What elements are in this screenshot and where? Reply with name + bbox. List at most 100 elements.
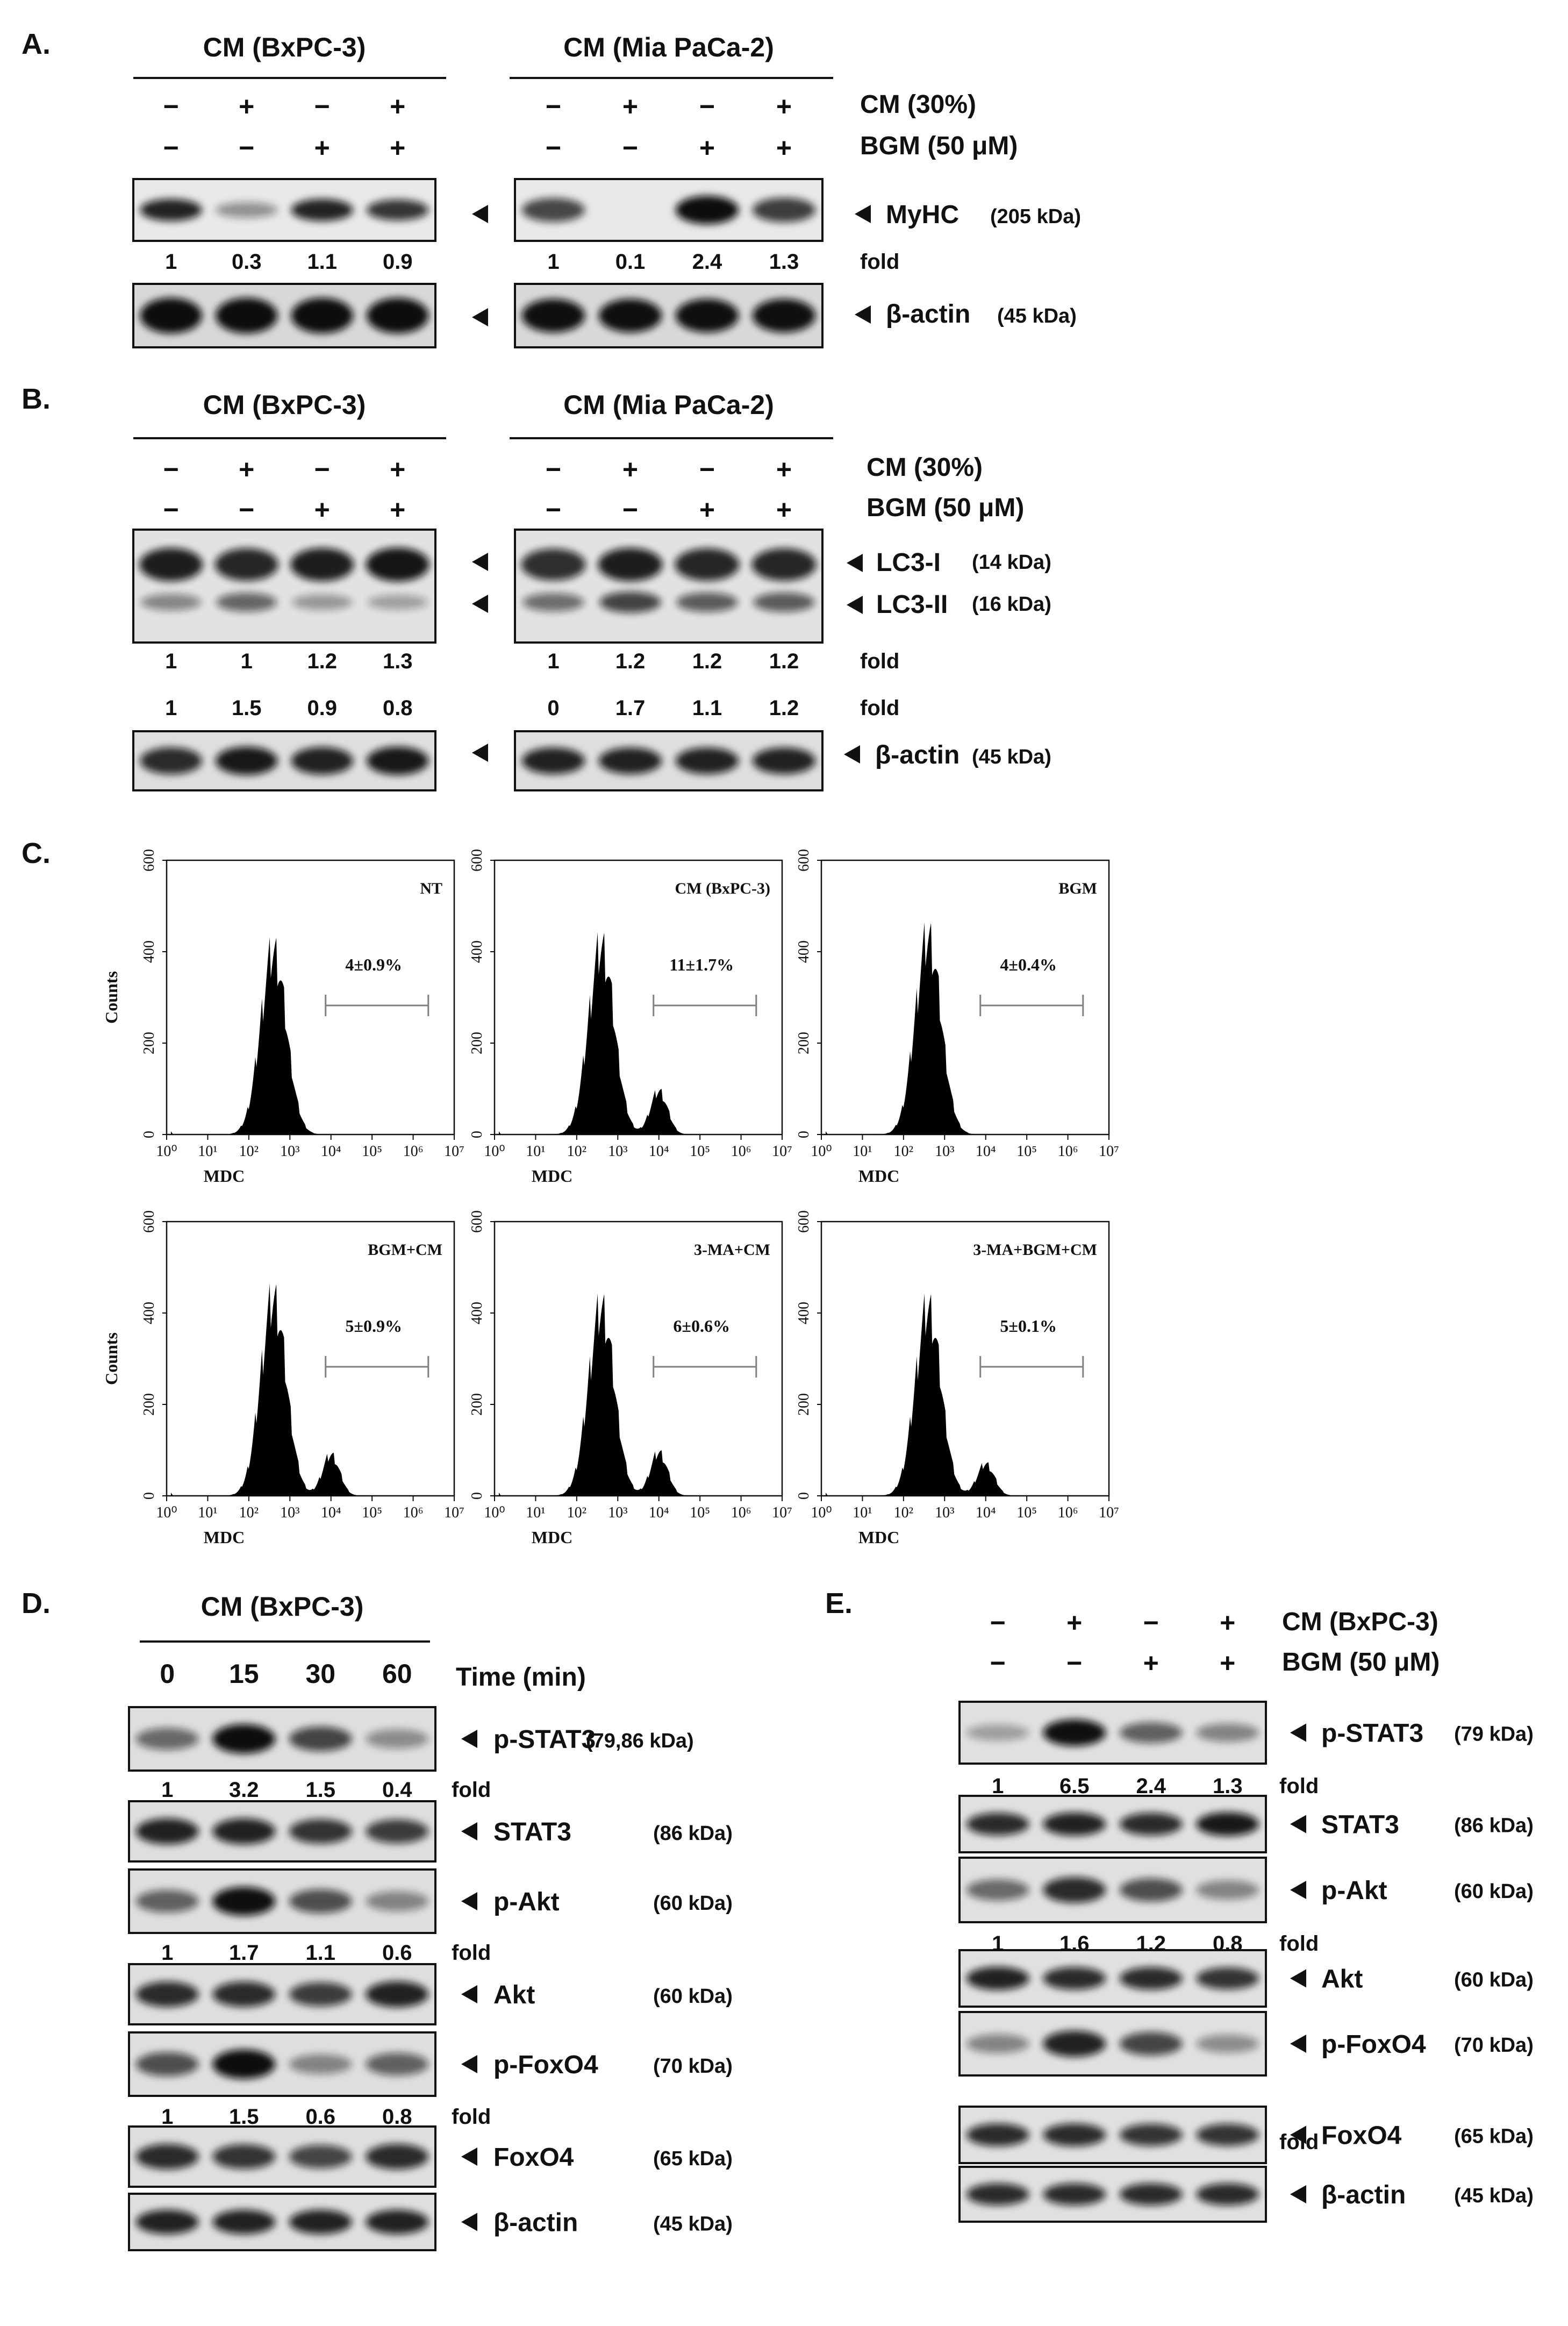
x-axis-label: MDC [204,1166,245,1186]
x-axis-label: MDC [532,1166,572,1186]
panel-b-sign: + [314,495,330,525]
panel-e-arrow [1290,1969,1306,1988]
panel-e-blot-akt-band [966,1966,1029,1990]
x-tick-label: 10⁷ [444,1143,464,1160]
panel-d-blot-p-akt-band [135,1889,199,1913]
panel-a-fold-value: 0.3 [232,250,262,274]
x-tick-label: 10² [894,1143,913,1160]
panel-b-sign: − [314,454,330,484]
y-tick-label: 0 [796,1131,812,1138]
panel-a-sign: + [239,91,254,122]
panel-a-actin-blot-right-band [521,298,585,333]
panel-e-blot-p-stat3 [958,1701,1267,1765]
x-axis-label: MDC [858,1528,899,1547]
panel-d-fold-value: 1.5 [229,2105,259,2129]
x-tick-label: 10⁴ [649,1504,669,1521]
panel-d-arrow [461,1730,477,1748]
x-tick-label: 10⁷ [772,1504,792,1521]
panel-d-arrow [461,1822,477,1840]
x-tick-label: 10⁶ [731,1143,751,1160]
panel-e-blot-p-foxo4 [958,2011,1267,2077]
panel-b-protein-actin: β-actin [875,741,960,769]
panel-d-blot-p-stat3-band [135,1728,199,1750]
panel-a-sign: + [622,91,638,122]
x-tick-label: 10⁷ [1099,1143,1119,1160]
panel-c-label: C. [22,837,51,869]
panel-b-arrow-lc3ii-right [847,596,863,614]
panel-e-arrow [1290,2035,1306,2053]
panel-b-fold-value: 1.2 [769,650,799,673]
panel-d-blot-p-foxo4 [128,2031,436,2097]
panel-e-blot-p-akt-band [1119,1878,1183,1902]
panel-a-myhc-blot-left-band [216,202,278,218]
panel-a-condition-label: BGM (50 μM) [860,132,1018,160]
panel-b-sign: − [163,454,179,484]
x-tick-label: 10⁶ [731,1504,751,1521]
panel-e-kda: (86 kDa) [1454,1815,1534,1837]
panel-e-protein: p-FoxO4 [1321,2030,1426,2059]
panel-e-fold-value: 1.3 [1213,1774,1243,1798]
y-tick-label: 200 [469,1393,485,1416]
panel-a-sign: − [622,133,638,163]
panel-d-arrow [461,2055,477,2073]
panel-d-blot-p-foxo4-band [289,2054,352,2074]
panel-e-arrow [1290,1881,1306,1899]
panel-a-sign: − [546,91,561,122]
histogram-plot: 0 200 400 600 10⁰ 10¹ 10² 10³ 10⁴ 10⁵ 10⁶ 10⁷ MDC 3-M… [469,1210,792,1547]
panel-b-sign: + [390,495,405,525]
panel-e-blot-p-akt-band [1043,1877,1106,1903]
panel-d-fold-value: 1.7 [229,1941,259,1965]
histogram-frame [493,1221,783,1497]
panel-b-sign: + [699,495,715,525]
panel-b-group-right: CM (Mia PaCa-2) [563,390,774,420]
panel-a-sign: + [390,91,405,122]
histogram-title: 3-MA+CM [694,1241,770,1259]
y-tick-label: 0 [469,1131,485,1138]
panel-e-sign: + [1066,1608,1082,1638]
panel-a-actin-blot-right-band [752,298,816,333]
panel-a-actin-blot-left [132,283,436,348]
panel-e-arrow [1290,2185,1306,2203]
panel-e-blot-stat3-band [1043,1812,1106,1836]
panel-d-blot-stat3-band [366,1819,429,1844]
panel-e-kda: (60 kDa) [1454,1969,1534,1992]
panel-b-lc3i-band [214,548,278,581]
y-tick-label: 400 [141,1302,157,1324]
panel-e-condition-label: CM (BxPC-3) [1282,1608,1438,1636]
panel-b-sign: − [699,454,715,484]
x-tick-label: 10⁰ [484,1143,505,1160]
x-tick-label: 10² [239,1504,259,1521]
histogram-gate-percent: 11±1.7% [669,955,734,974]
panel-b-arrow-actin [472,744,488,762]
histogram-plot: 0 200 400 600 Counts 10⁰ 10¹ 10² 10³ 10⁴ 10⁵ 10⁶ 10⁷… [102,849,464,1186]
panel-a-protein-myhc: MyHC [886,201,959,229]
panel-a-actin-blot-right-band [598,298,662,333]
panel-e-blot--actin-band [1196,2183,1259,2206]
panel-d-blot-foxo4 [128,2125,436,2188]
panel-d-protein: p-Akt [493,1888,560,1916]
panel-a-actin-blot-right [514,283,824,348]
histogram-distribution [171,937,385,1135]
histogram-title: BGM [1058,880,1097,897]
panel-d-time: 30 [305,1659,335,1689]
panel-b-lc3-blot-left [132,529,436,644]
panel-d-blot--actin-band [366,2209,429,2235]
panel-b-arrow-actin-right [844,745,860,764]
x-tick-label: 10³ [280,1143,299,1160]
panel-b-fold-value: 1.2 [692,650,722,673]
y-tick-label: 600 [796,1210,812,1233]
panel-d-blot-foxo4-band [212,2144,276,2169]
panel-e: E. − + − + CM (BxPC-3) − − + + BGM (50 μM) p-STAT3 (… [825,1587,1534,2223]
panel-e-blot-p-stat3-band [966,1724,1029,1742]
x-tick-label: 10² [567,1143,586,1160]
x-tick-label: 10⁴ [321,1504,341,1521]
x-tick-label: 10⁰ [811,1143,832,1160]
x-tick-label: 10³ [608,1504,627,1521]
panel-b-lc3i-band [290,548,354,581]
panel-b-fold-value: 1.2 [307,650,337,673]
histogram-title: NT [420,880,442,897]
y-axis-label: Counts [102,1332,121,1385]
panel-a-myhc-blot-left-band [291,199,353,221]
panel-d-time-label: Time (min) [456,1663,586,1692]
panel-b: B. CM (BxPC-3) CM (Mia PaCa-2) − + − + − + − + CM (… [22,383,1051,791]
